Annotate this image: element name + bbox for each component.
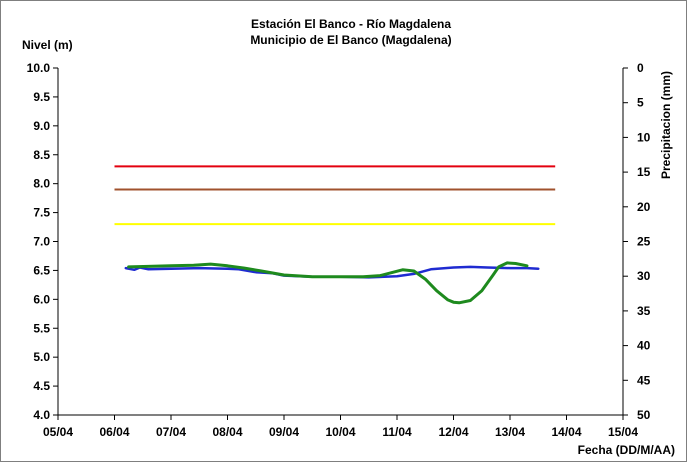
y-tick-label: 5.5 (33, 321, 50, 335)
y2-axis-label: Precipitacion (mm) (659, 71, 673, 179)
x-tick-label: 09/04 (269, 425, 299, 439)
x-axis-label: Fecha (DD/M/AA) (578, 443, 675, 457)
y-tick-label: 6.0 (33, 292, 50, 306)
y-tick-label: 8.5 (33, 148, 50, 162)
x-tick-label: 08/04 (212, 425, 242, 439)
tick-marks: 4.0 4.5 5.0 5.5 6.0 6.5 7.0 7.5 8.0 8.5 9.0 9.5 10.0… (27, 61, 651, 439)
y-tick-label: 7.0 (33, 235, 50, 249)
series-line (127, 261, 529, 305)
y-tick-label: 4.0 (33, 408, 50, 422)
x-tick-label: 11/04 (382, 425, 412, 439)
series-group (124, 261, 540, 305)
chart-subtitle: Municipio de El Banco (Magdalena) (250, 33, 451, 47)
x-tick-label: 07/04 (156, 425, 186, 439)
y-tick-label: 10.0 (27, 61, 51, 75)
x-tick-label: 10/04 (325, 425, 355, 439)
y2-tick-label: 30 (637, 269, 651, 283)
y-tick-label: 9.0 (33, 119, 50, 133)
y2-tick-label: 20 (637, 200, 651, 214)
y-tick-label: 8.0 (33, 177, 50, 191)
reference-lines (114, 165, 556, 226)
y2-tick-label: 10 (637, 130, 651, 144)
x-tick-label: 05/04 (43, 425, 73, 439)
y-tick-label: 7.5 (33, 206, 50, 220)
y-tick-label: 6.5 (33, 263, 50, 277)
y-axis-label: Nivel (m) (22, 38, 73, 52)
y-tick-label: 4.5 (33, 379, 50, 393)
y2-tick-label: 50 (637, 408, 651, 422)
y2-tick-label: 45 (637, 373, 651, 387)
y2-tick-label: 35 (637, 304, 651, 318)
y2-tick-label: 40 (637, 339, 651, 353)
y2-tick-label: 15 (637, 165, 651, 179)
x-tick-label: 13/04 (495, 425, 525, 439)
axes (57, 68, 624, 416)
x-tick-label: 06/04 (99, 425, 129, 439)
x-tick-label: 12/04 (438, 425, 468, 439)
y2-tick-label: 25 (637, 235, 651, 249)
x-tick-label: 15/04 (608, 425, 638, 439)
chart-title: Estación El Banco - Río Magdalena (251, 17, 451, 31)
y2-tick-label: 5 (637, 96, 644, 110)
y2-tick-label: 0 (637, 61, 644, 75)
y-tick-label: 9.5 (33, 90, 50, 104)
y-tick-label: 5.0 (33, 350, 50, 364)
x-tick-label: 14/04 (551, 425, 581, 439)
